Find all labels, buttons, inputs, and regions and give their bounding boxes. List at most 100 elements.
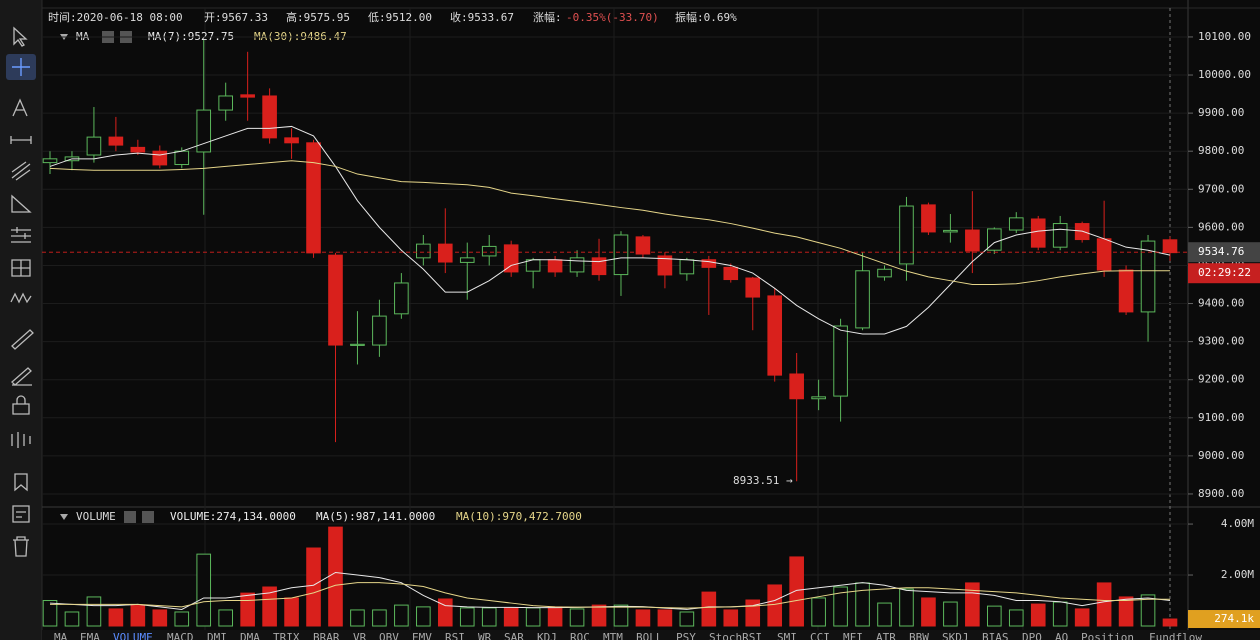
volume-bar (1162, 618, 1178, 627)
brush-tool[interactable] (11, 367, 32, 386)
volume-bar (130, 604, 146, 627)
indicator-tab[interactable]: OBV (379, 631, 399, 640)
indicator-tab[interactable]: BOLL (636, 631, 663, 640)
volume-value: VOLUME:274,134.0000 (170, 510, 296, 523)
indicator-tab[interactable]: PSY (676, 631, 696, 640)
grid-tool[interactable] (11, 259, 31, 277)
volume-bar (481, 607, 497, 627)
candle-body (899, 205, 914, 265)
volume-bar (1118, 596, 1134, 627)
indicator-tab[interactable]: SMI (777, 631, 797, 640)
volume-legend: VOLUME VOLUME:274,134.0000 MA(5):987,141… (60, 510, 582, 523)
volume-bar (42, 600, 58, 627)
indicator-tab[interactable]: WR (478, 631, 492, 640)
indicator-tab[interactable]: MFI (843, 631, 863, 640)
candle-body (1008, 217, 1024, 231)
y-tick-label: 8900.00 (1198, 487, 1244, 500)
volume-bar (1052, 601, 1068, 627)
indicator-tab[interactable]: SKDJ (942, 631, 969, 640)
last-price-label: 9534.76 (1198, 245, 1244, 258)
candle-body (108, 136, 124, 146)
volume-bar (811, 597, 826, 627)
candle-body (394, 282, 409, 315)
candle-body (569, 257, 585, 273)
volume-bar (503, 607, 519, 627)
indicator-tab[interactable]: TRIX (273, 631, 300, 640)
indicator-tab[interactable]: DMI (207, 631, 227, 640)
indicator-tab[interactable]: Fundflow (1149, 631, 1202, 640)
y-tick-label: 9400.00 (1198, 297, 1244, 310)
candle-body (503, 244, 519, 273)
candle-body (416, 243, 431, 259)
candles-tool[interactable] (11, 432, 31, 448)
volume-bar (218, 609, 233, 627)
indicator-tab[interactable]: DPO (1022, 631, 1042, 640)
wave-tool[interactable] (10, 292, 32, 304)
indicator-tab[interactable]: BRAR (313, 631, 340, 640)
candle-body (240, 94, 255, 98)
line-tool[interactable] (10, 136, 32, 144)
channel-tool[interactable] (11, 161, 31, 181)
candle-body (1118, 269, 1134, 313)
candle-body (701, 259, 717, 268)
collapse-arrow[interactable] (60, 514, 68, 520)
settings-button[interactable] (124, 511, 136, 523)
indicator-tab[interactable]: StochRSI (709, 631, 762, 640)
lock-tool[interactable] (12, 395, 30, 415)
ma10-legend: MA(10):970,472.7000 (456, 510, 582, 523)
indicator-tab[interactable]: SAR (504, 631, 524, 640)
candle-body (284, 137, 299, 144)
volume-bar (701, 591, 717, 627)
candle-body (877, 268, 892, 278)
indicator-tab[interactable]: EMA (80, 631, 100, 640)
text-tool[interactable] (12, 98, 28, 117)
triangle-tool[interactable] (11, 194, 32, 213)
ma-line (49, 160, 1170, 285)
volume-bar (306, 547, 321, 627)
indicator-tab[interactable]: RSI (445, 631, 465, 640)
indicator-tab[interactable]: ATR (876, 631, 896, 640)
candle-body (635, 236, 651, 255)
y-tick-label: 9200.00 (1198, 373, 1244, 386)
indicator-tab[interactable]: CCI (810, 631, 830, 640)
indicator-tab[interactable]: ROC (570, 631, 590, 640)
indicator-tab[interactable]: KDJ (537, 631, 557, 640)
candle-body (789, 373, 804, 400)
volume-bar (789, 556, 804, 627)
ruler-tool[interactable] (11, 329, 34, 350)
volume-bar (394, 604, 409, 627)
fib-tool[interactable] (11, 227, 31, 243)
volume-bar (1096, 582, 1112, 627)
volume-bar (174, 611, 190, 627)
crosshair-tool[interactable] (12, 58, 30, 76)
volume-bar (657, 609, 673, 627)
bookmark-tool[interactable] (14, 473, 28, 492)
indicator-tab[interactable]: VOLUME (113, 631, 153, 640)
indicator-tab[interactable]: MACD (167, 631, 194, 640)
candle-body (1096, 238, 1112, 271)
volume-bar (284, 597, 299, 627)
edit-tool[interactable] (12, 505, 30, 523)
volume-bar (196, 553, 212, 627)
y-tick-label: 4.00M (1221, 517, 1254, 530)
indicator-tab[interactable]: Position (1081, 631, 1134, 640)
ma5-legend: MA(5):987,141.0000 (316, 510, 435, 523)
indicator-tab[interactable]: EMV (412, 631, 432, 640)
indicator-tab[interactable]: MA (54, 631, 68, 640)
indicator-tab[interactable]: BBW (909, 631, 929, 640)
close-button[interactable] (142, 511, 154, 523)
indicator-tab[interactable]: MTM (603, 631, 623, 640)
candle-body (481, 245, 497, 257)
indicator-tab[interactable]: AO (1055, 631, 1068, 640)
candle-body (174, 150, 190, 166)
volume-bar (416, 606, 431, 627)
indicator-tab[interactable]: VR (353, 631, 367, 640)
indicator-tab[interactable]: BIAS (982, 631, 1009, 640)
candle-body (745, 277, 761, 298)
volume-bar (547, 606, 563, 627)
low-annotation: 8933.51 → (733, 474, 793, 487)
indicator-tab[interactable]: DMA (240, 631, 260, 640)
volume-bar (965, 582, 980, 627)
cursor-tool[interactable] (13, 26, 28, 47)
delete-tool[interactable] (13, 536, 29, 557)
